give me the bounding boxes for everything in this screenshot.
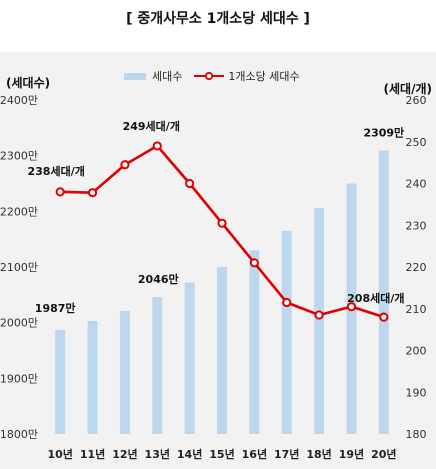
x-tick-label: 18년 bbox=[306, 447, 331, 461]
x-tick-label: 20년 bbox=[371, 447, 396, 461]
legend-item-line: 1개소당 세대수 bbox=[194, 68, 300, 84]
line-point bbox=[249, 258, 259, 268]
y-right-tick-label: 210 bbox=[406, 303, 427, 316]
bar bbox=[119, 310, 130, 434]
x-tick-label: 12년 bbox=[112, 447, 137, 461]
line-point bbox=[346, 302, 357, 312]
y-right-tick-label: 250 bbox=[406, 136, 427, 149]
x-tick-label: 10년 bbox=[47, 447, 72, 461]
y-right-tick-label: 190 bbox=[406, 386, 427, 399]
data-label: 238세대/개 bbox=[28, 164, 85, 178]
y-left-tick-label: 2400만 bbox=[0, 94, 38, 107]
data-label: 1987만 bbox=[35, 301, 76, 315]
bar bbox=[55, 329, 66, 434]
line-point bbox=[379, 312, 389, 322]
y-left-tick-label: 2000만 bbox=[0, 317, 38, 330]
y-right-tick-label: 200 bbox=[406, 345, 427, 358]
legend-line-label: 1개소당 세대수 bbox=[228, 70, 300, 83]
y-right-tick-label: 220 bbox=[406, 261, 427, 274]
legend-item-bar: 세대수 bbox=[124, 68, 182, 84]
line-point bbox=[120, 160, 130, 170]
x-tick-label: 19년 bbox=[339, 447, 364, 461]
right-axis-unit: (세대/개) bbox=[383, 82, 432, 96]
y-right-tick-label: 180 bbox=[406, 428, 427, 441]
x-tick-label: 15년 bbox=[209, 447, 234, 461]
chart-title: [ 중개사무소 1개소당 세대수 ] bbox=[126, 11, 310, 27]
left-axis-unit: (세대수) bbox=[6, 76, 51, 90]
chart-legend: 세대수 1개소당 세대수 bbox=[124, 68, 312, 84]
line-point bbox=[217, 218, 227, 228]
bar bbox=[281, 230, 292, 434]
bar bbox=[87, 320, 98, 434]
line-point bbox=[314, 310, 324, 320]
legend-bar-swatch bbox=[124, 72, 146, 80]
x-tick-label: 11년 bbox=[80, 447, 105, 461]
data-label: 208세대/개 bbox=[347, 291, 404, 305]
x-tick-label: 14년 bbox=[177, 447, 202, 461]
y-left-tick-label: 1800만 bbox=[0, 428, 38, 441]
x-tick-label: 13년 bbox=[145, 447, 170, 461]
y-left-tick-label: 2100만 bbox=[0, 261, 38, 274]
bar bbox=[249, 250, 260, 434]
bar bbox=[217, 267, 227, 434]
data-label: 249세대/개 bbox=[123, 119, 180, 133]
legend-bar-label: 세대수 bbox=[152, 70, 183, 83]
bar bbox=[184, 282, 195, 434]
data-label: 2309만 bbox=[363, 126, 404, 140]
y-right-tick-label: 230 bbox=[406, 219, 427, 232]
x-tick-label: 17년 bbox=[274, 447, 299, 461]
data-label: 2046만 bbox=[138, 272, 179, 286]
line-point bbox=[152, 141, 162, 151]
line-point bbox=[185, 178, 195, 189]
line-point bbox=[282, 297, 292, 308]
y-left-tick-label: 2200만 bbox=[0, 205, 38, 218]
y-right-tick-label: 260 bbox=[406, 94, 427, 107]
y-right-tick-label: 240 bbox=[406, 178, 427, 191]
legend-line-swatch bbox=[194, 71, 225, 81]
bar bbox=[152, 297, 163, 434]
y-left-tick-label: 1900만 bbox=[0, 372, 38, 385]
x-tick-label: 16년 bbox=[242, 447, 267, 461]
bar bbox=[314, 207, 325, 434]
bar bbox=[378, 150, 389, 434]
line-point bbox=[87, 188, 98, 198]
line-point bbox=[55, 187, 65, 197]
y-left-tick-label: 2300만 bbox=[0, 150, 38, 163]
